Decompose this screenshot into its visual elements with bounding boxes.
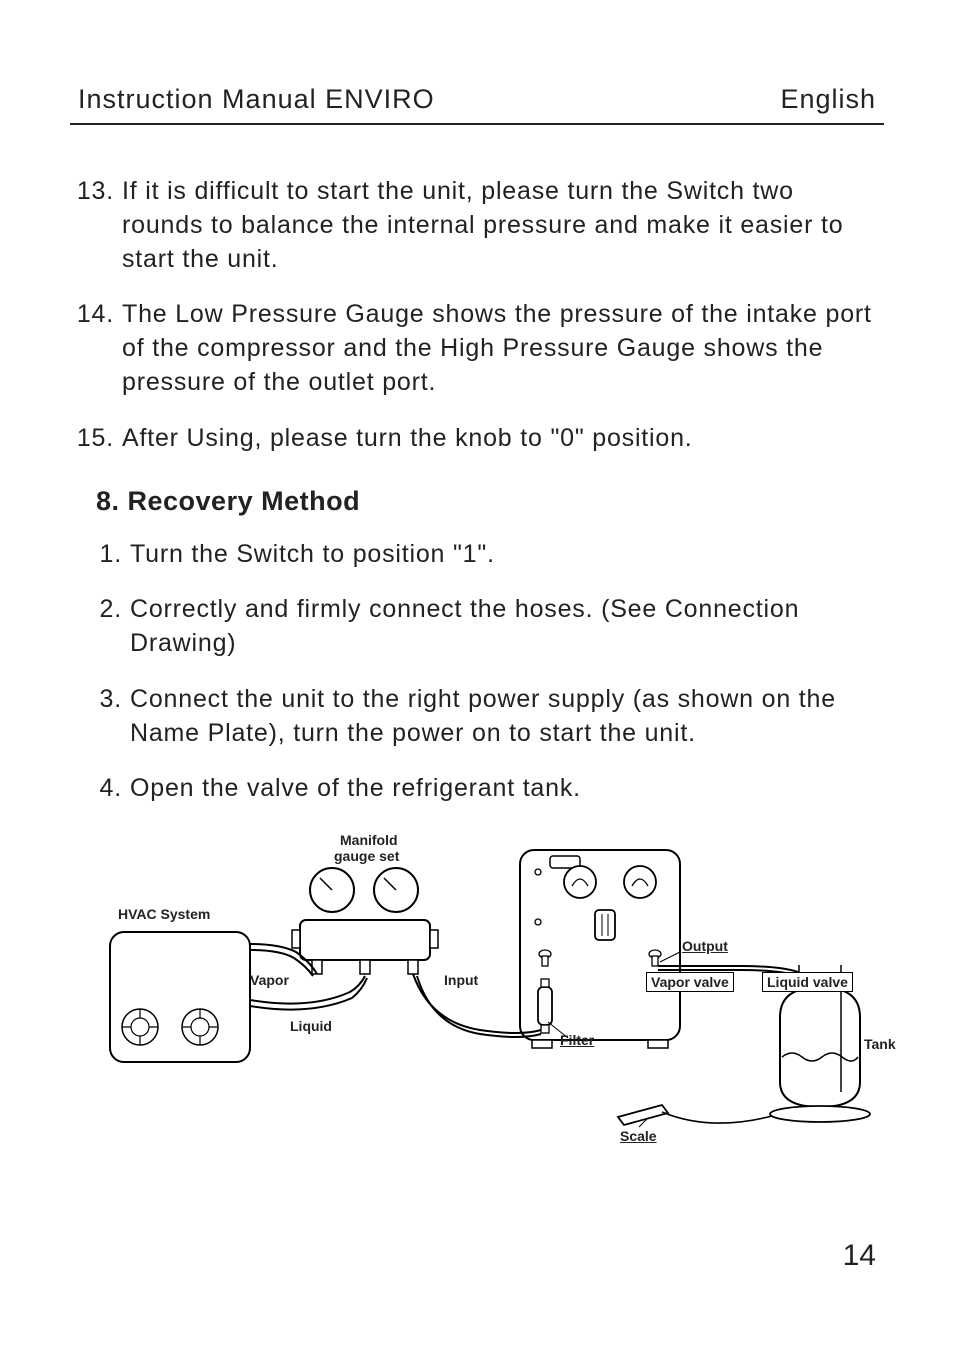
label-manifold-2: gauge set bbox=[334, 848, 399, 864]
item-text: Open the valve of the refrigerant tank. bbox=[130, 772, 878, 806]
item-text: Turn the Switch to position "1". bbox=[130, 538, 878, 572]
label-tank: Tank bbox=[864, 1036, 896, 1052]
connection-diagram: HVAC System Manifold gauge set Vapor Liq… bbox=[100, 832, 900, 1172]
list-item: 3. Connect the unit to the right power s… bbox=[96, 683, 878, 751]
list-item: 2. Correctly and firmly connect the hose… bbox=[96, 593, 878, 661]
label-hvac: HVAC System bbox=[118, 906, 210, 922]
item-text: If it is difficult to start the unit, pl… bbox=[122, 175, 878, 276]
list-item: 4. Open the valve of the refrigerant tan… bbox=[96, 772, 878, 806]
item-number: 2. bbox=[96, 593, 130, 661]
item-number: 13. bbox=[76, 175, 122, 276]
diagram-svg bbox=[100, 832, 900, 1172]
label-liquid-valve: Liquid valve bbox=[762, 972, 853, 992]
label-filter: Filter bbox=[560, 1032, 594, 1048]
label-manifold-1: Manifold bbox=[340, 832, 398, 848]
header-right: English bbox=[780, 84, 876, 115]
item-number: 15. bbox=[76, 422, 122, 456]
list-item: 15. After Using, please turn the knob to… bbox=[76, 422, 878, 456]
list-item: 14. The Low Pressure Gauge shows the pre… bbox=[76, 298, 878, 399]
item-number: 3. bbox=[96, 683, 130, 751]
list-item: 1. Turn the Switch to position "1". bbox=[96, 538, 878, 572]
header-left: Instruction Manual ENVIRO bbox=[78, 84, 435, 115]
section-title: 8. Recovery Method bbox=[96, 483, 878, 519]
item-number: 1. bbox=[96, 538, 130, 572]
item-text: Connect the unit to the right power supp… bbox=[130, 683, 878, 751]
label-output: Output bbox=[682, 938, 728, 954]
label-vapor: Vapor bbox=[250, 972, 289, 988]
label-scale: Scale bbox=[620, 1128, 657, 1144]
page-number: 14 bbox=[843, 1239, 876, 1273]
item-text: Correctly and firmly connect the hoses. … bbox=[130, 593, 878, 661]
item-number: 14. bbox=[76, 298, 122, 399]
label-liquid: Liquid bbox=[290, 1018, 332, 1034]
item-text: The Low Pressure Gauge shows the pressur… bbox=[122, 298, 878, 399]
list-item: 13. If it is difficult to start the unit… bbox=[76, 175, 878, 276]
item-number: 4. bbox=[96, 772, 130, 806]
item-text: After Using, please turn the knob to "0"… bbox=[122, 422, 878, 456]
label-input: Input bbox=[444, 972, 478, 988]
label-vapor-valve: Vapor valve bbox=[646, 972, 734, 992]
